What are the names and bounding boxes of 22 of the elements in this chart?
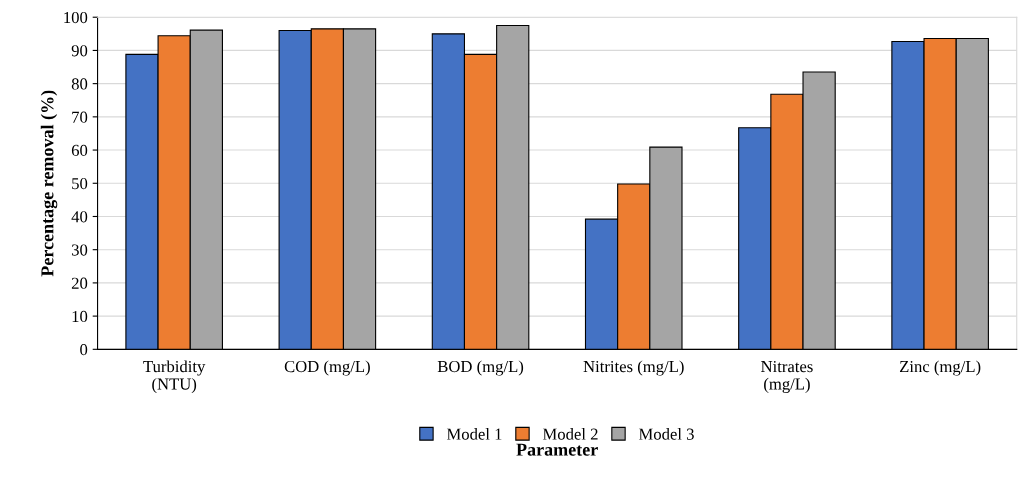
y-tick-label: 0 — [80, 344, 88, 356]
y-tick-label: 100 — [64, 11, 88, 24]
x-tick-label: BOD (mg/L) — [437, 360, 524, 376]
legend-label: Model 1 — [446, 428, 502, 440]
y-axis-title: Percentage removal (%) — [40, 90, 58, 277]
y-tick-label: 40 — [71, 211, 88, 223]
x-tick-label: Nitrates (mg/L) — [761, 360, 813, 394]
y-tick-label: 10 — [72, 310, 88, 323]
y-tick-label: 80 — [71, 78, 88, 90]
y-tick-label: 20 — [71, 277, 88, 289]
legend-label: Model 2 — [542, 428, 598, 440]
y-tick-label: 50 — [72, 177, 88, 190]
legend-label: Model 3 — [638, 428, 694, 440]
x-axis-title: Parameter — [516, 443, 598, 456]
x-tick-label: COD (mg/L) — [284, 360, 370, 376]
x-tick-label: Nitrites (mg/L) — [583, 360, 684, 376]
y-tick-label: 60 — [71, 144, 88, 157]
x-tick-label: Turbidity (NTU) — [143, 360, 206, 394]
y-tick-label: 30 — [71, 244, 88, 256]
y-tick-label: 70 — [72, 111, 88, 123]
y-tick-label: 90 — [71, 45, 88, 57]
x-tick-label: Zinc (mg/L) — [899, 360, 981, 376]
